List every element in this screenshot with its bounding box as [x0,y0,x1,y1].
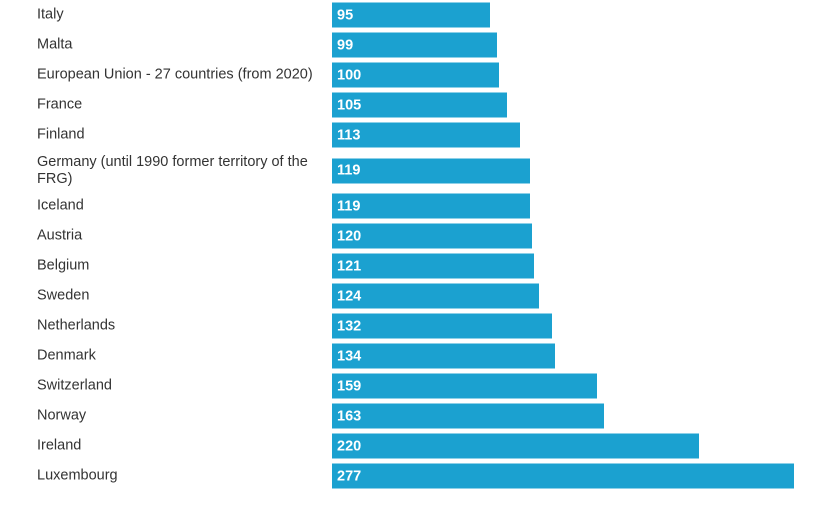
bar: 159 [332,373,598,399]
bar: 119 [332,158,531,183]
data-label: 120 [337,228,362,244]
category-label: Norway [37,407,87,424]
bar: 220 [332,433,699,459]
data-label: 220 [337,438,362,454]
bar-row: Luxembourg 277 [0,461,828,491]
category-label: Malta [37,36,73,53]
bar-row: Austria 120 [0,221,828,251]
data-label: 113 [337,127,361,143]
bar: 121 [332,253,534,279]
bar: 163 [332,403,604,429]
data-label: 99 [337,37,354,53]
bar: 119 [332,193,531,219]
bar: 105 [332,92,508,118]
category-label: Italy [37,6,64,23]
bar-row: Ireland 220 [0,431,828,461]
category-label: Ireland [37,437,82,454]
category-label: European Union - 27 countries (from 2020… [37,66,313,83]
data-label: 277 [337,468,362,484]
bar-row: Denmark 134 [0,341,828,371]
bar-row: Sweden 124 [0,281,828,311]
bar-row: France 105 [0,90,828,120]
bar: 100 [332,62,499,88]
data-label: 100 [337,67,362,83]
bar: 277 [332,463,794,489]
bar: 113 [332,122,521,148]
data-label: 105 [337,97,362,113]
data-label: 163 [337,408,362,424]
category-label: Finland [37,126,85,143]
data-label: 132 [337,318,362,334]
bar-row: Netherlands 132 [0,311,828,341]
data-label: 124 [337,288,362,304]
data-label: 159 [337,378,362,394]
bar-row: Malta 99 [0,30,828,60]
bar: 132 [332,313,553,339]
bar: 134 [332,343,556,369]
bar-row: Norway 163 [0,401,828,431]
bar-row: Finland 113 [0,120,828,150]
bar-row: Germany (until 1990 former territory of … [0,150,828,191]
data-label: 119 [337,162,361,179]
bar-row: Iceland 119 [0,191,828,221]
data-label: 134 [337,348,362,364]
bar-chart: Italy 95 Malta 99 European Union - 27 countr… [0,0,828,491]
bar: 95 [332,2,491,28]
category-label: Denmark [37,347,96,364]
category-label: Iceland [37,197,84,214]
category-label: Luxembourg [37,467,118,484]
bar-row: Italy 95 [0,0,828,30]
data-label: 119 [337,198,361,214]
bar: 124 [332,283,539,309]
bar: 120 [332,223,533,249]
bar-row: Belgium 121 [0,251,828,281]
category-label: Sweden [37,287,90,304]
category-label: Germany (until 1990 former territory of … [37,153,308,187]
category-label: Switzerland [37,377,112,394]
data-label: 95 [337,7,354,23]
category-label: France [37,96,83,113]
category-label: Netherlands [37,317,116,334]
bar: 99 [332,32,498,58]
bar-row: Switzerland 159 [0,371,828,401]
category-label: Belgium [37,257,90,274]
data-label: 121 [337,258,362,274]
bar-row: European Union - 27 countries (from 2020… [0,60,828,90]
category-label: Austria [37,227,83,244]
